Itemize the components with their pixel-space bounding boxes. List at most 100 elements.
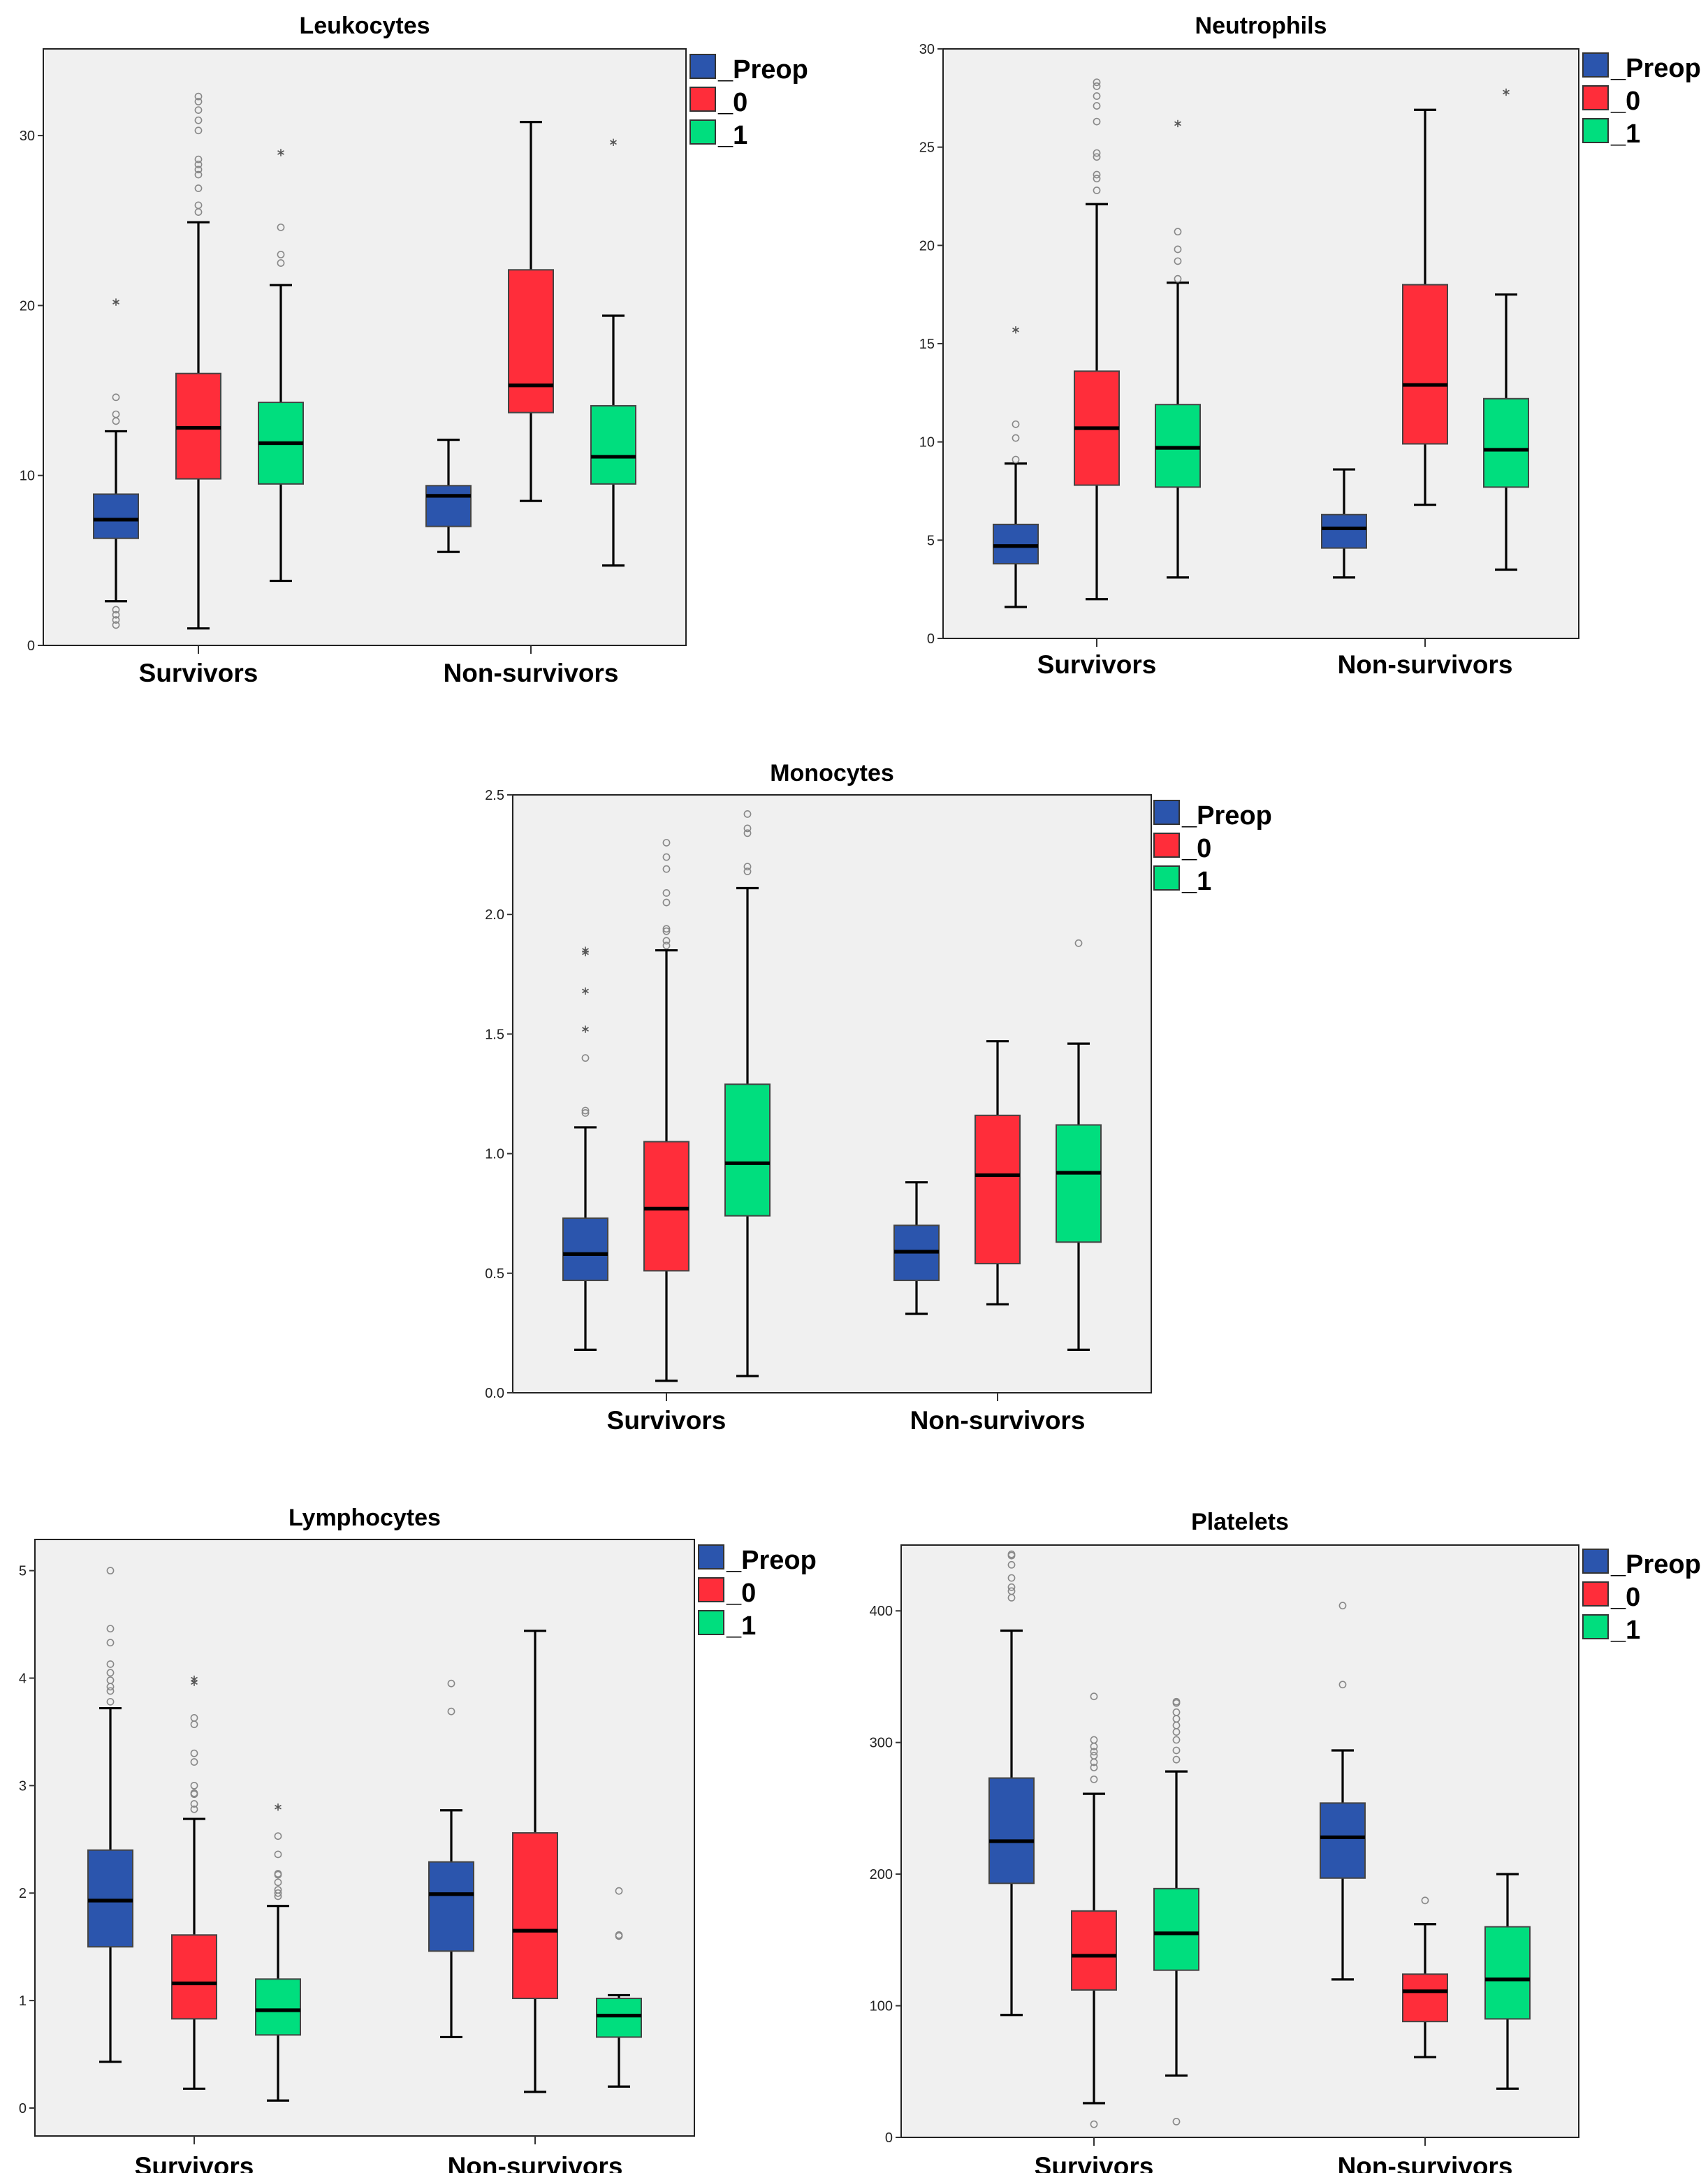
- legend-label: _Preop: [717, 55, 808, 85]
- chart-title: Lymphocytes: [289, 1505, 441, 1531]
- y-tick-label: 3: [19, 1778, 27, 1794]
- box-iqr: [724, 1083, 771, 1217]
- outlier-point: [194, 184, 203, 192]
- legend-label: _Preop: [1610, 54, 1701, 83]
- outlier-point: [194, 161, 203, 168]
- y-tick-label: 1.0: [485, 1147, 504, 1162]
- outlier-point: [190, 1781, 198, 1790]
- box-iqr: [1056, 1124, 1102, 1243]
- outlier-point: [194, 98, 203, 105]
- box-0-survivors: [643, 839, 689, 1382]
- box-iqr: [93, 493, 139, 539]
- outlier-point: [581, 1106, 590, 1115]
- legend-swatch: [689, 54, 716, 79]
- outlier-point: [106, 1660, 115, 1668]
- outlier-point: [106, 1639, 115, 1647]
- outlier-point: [1093, 153, 1101, 161]
- y-tick-label: 400: [870, 1604, 893, 1619]
- category-label: Survivors: [1035, 2152, 1154, 2173]
- outlier-point: [662, 839, 671, 847]
- legend-label: _1: [1610, 1616, 1640, 1645]
- y-tick-label: 300: [870, 1736, 893, 1751]
- outlier-point: [274, 1870, 282, 1878]
- outlier-point: [194, 92, 203, 101]
- box-Preop-non-survivors: [1321, 468, 1367, 579]
- outlier-point: [106, 1687, 115, 1695]
- outlier-point: [662, 898, 671, 907]
- outlier-point: [1007, 1550, 1016, 1558]
- legend-label: _Preop: [726, 1546, 817, 1575]
- outlier-point: [1172, 1708, 1181, 1716]
- outlier-point: [1007, 1587, 1016, 1595]
- category-label: Survivors: [1037, 650, 1157, 679]
- outlier-point: [662, 865, 671, 873]
- outlier-point: [743, 863, 752, 871]
- outlier-point: [447, 1707, 455, 1715]
- box-iqr: [512, 1832, 558, 2000]
- legend-swatch: [689, 119, 716, 145]
- outlier-point: [1172, 1736, 1181, 1744]
- legend-label: _1: [717, 121, 747, 150]
- outlier-point: [112, 616, 120, 624]
- box-iqr: [87, 1849, 133, 1948]
- box-iqr: [255, 1978, 301, 2036]
- outlier-point: [274, 1850, 282, 1859]
- y-tick-label: 0: [885, 2130, 893, 2146]
- legend-swatch: [1153, 865, 1180, 891]
- box-iqr: [1153, 1887, 1199, 1971]
- legend-label: _0: [1610, 87, 1640, 116]
- box-1-non-survivors: [590, 138, 636, 567]
- box-0-non-survivors: [512, 1630, 558, 2093]
- outlier-point: [743, 868, 752, 875]
- outlier-point: [662, 925, 671, 933]
- box-iqr: [562, 1217, 608, 1282]
- box-0-survivors: [171, 1675, 217, 2090]
- extreme-point-star-icon: [582, 1025, 589, 1033]
- plot-area: [942, 48, 1579, 639]
- box-Preop-non-survivors: [425, 439, 472, 553]
- outlier-point: [190, 1805, 198, 1813]
- box-iqr: [975, 1114, 1021, 1265]
- outlier-point: [1090, 1736, 1098, 1744]
- chart-title: Neutrophils: [1195, 13, 1327, 39]
- outlier-point: [581, 1109, 590, 1117]
- legend-label: _1: [726, 1611, 756, 1641]
- y-tick-label: 25: [919, 140, 935, 156]
- box-1-survivors: [724, 810, 771, 1377]
- box-iqr: [1071, 1910, 1117, 1991]
- outlier-point: [1093, 175, 1101, 183]
- y-tick-label: 20: [20, 298, 35, 314]
- category-label: Non-survivors: [1338, 2152, 1513, 2173]
- legend-swatch: [1582, 1549, 1609, 1574]
- chart-neutrophils: Neutrophils 0 5 10 15 20 25 30 Survivors Non-surv…: [919, 13, 1701, 679]
- box-iqr: [1483, 397, 1529, 488]
- outlier-point: [190, 1714, 198, 1722]
- outlier-point: [194, 116, 203, 124]
- outlier-point: [106, 1625, 115, 1633]
- category-label: Non-survivors: [444, 659, 619, 687]
- box-0-non-survivors: [1402, 1896, 1448, 2058]
- outlier-point: [1007, 1560, 1016, 1569]
- outlier-point: [274, 1832, 282, 1841]
- legend-swatch: [1582, 85, 1609, 110]
- outlier-point: [1093, 78, 1101, 87]
- outlier-point: [1093, 117, 1101, 126]
- box-0-survivors: [175, 92, 221, 630]
- chart-title: Leukocytes: [299, 13, 430, 39]
- outlier-point: [112, 621, 120, 629]
- category-label: Non-survivors: [910, 1406, 1086, 1435]
- outlier-point: [1172, 1755, 1181, 1764]
- outlier-point: [1090, 1776, 1098, 1783]
- box-1-survivors: [258, 149, 304, 583]
- extreme-point-star-icon: [191, 1675, 198, 1683]
- outlier-point: [112, 606, 120, 614]
- y-tick-label: 0: [927, 631, 935, 647]
- plot-area: [512, 794, 1152, 1393]
- box-1-non-survivors: [1484, 1873, 1531, 2090]
- extreme-point-star-icon: [1012, 326, 1019, 334]
- box-Preop-survivors: [93, 298, 139, 629]
- legend-label: _0: [726, 1579, 756, 1608]
- outlier-point: [1093, 149, 1101, 157]
- box-0-non-survivors: [1402, 108, 1448, 506]
- outlier-point: [1172, 2117, 1181, 2126]
